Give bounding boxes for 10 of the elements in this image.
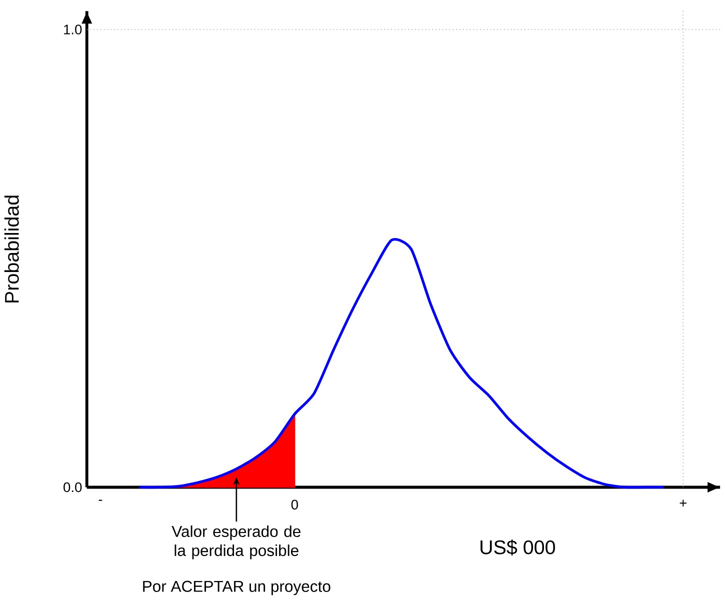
- text: Valor esperado de la perdida posible: [172, 526, 300, 560]
- x-axis-title: US$ 000: [480, 540, 556, 556]
- y-tick-label: 1.0: [64, 24, 82, 35]
- y-tick-label: 0.0: [64, 482, 82, 492]
- x-tick-label: 0: [291, 500, 298, 510]
- line-series: [138, 238, 666, 489]
- x-tick-label: -: [98, 500, 102, 502]
- y-axis-title: Probabilidad: [4, 196, 19, 303]
- text: Por ACEPTAR un proyecto: [143, 581, 330, 596]
- x-tick-label: +: [680, 500, 687, 507]
